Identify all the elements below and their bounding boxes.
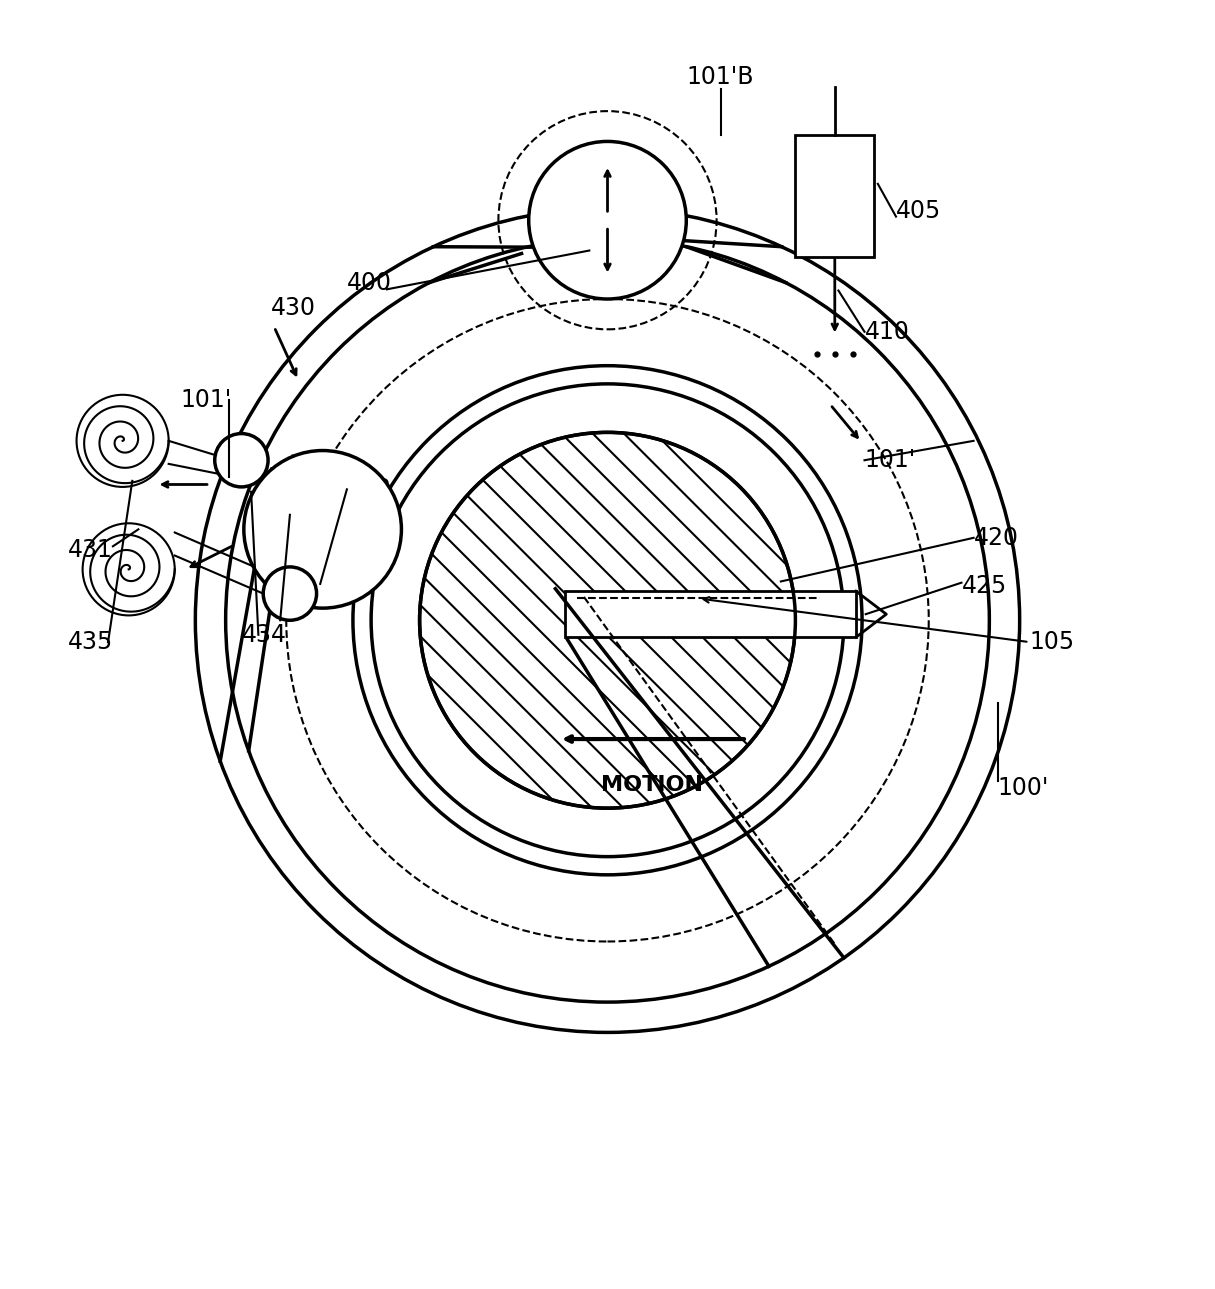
- Circle shape: [264, 567, 317, 620]
- Text: 425: 425: [961, 575, 1007, 598]
- Circle shape: [244, 451, 401, 608]
- Text: MOTION: MOTION: [601, 775, 703, 795]
- Text: 105: 105: [1029, 630, 1074, 654]
- Text: 434: 434: [242, 623, 287, 647]
- Text: 400: 400: [346, 271, 392, 295]
- Circle shape: [215, 433, 269, 487]
- Text: 101': 101': [865, 449, 916, 472]
- Text: 405: 405: [895, 199, 942, 223]
- Text: 433: 433: [254, 509, 299, 532]
- Text: 420: 420: [973, 526, 1018, 550]
- Bar: [796, 135, 874, 257]
- Text: 432: 432: [346, 477, 392, 501]
- Text: 101': 101': [181, 388, 232, 411]
- Text: 430: 430: [271, 295, 316, 320]
- Text: 410: 410: [865, 320, 909, 344]
- Text: 431: 431: [68, 538, 113, 562]
- Text: 435: 435: [68, 630, 113, 654]
- Text: 100': 100': [998, 776, 1050, 799]
- Circle shape: [419, 432, 796, 808]
- Circle shape: [529, 142, 686, 299]
- Text: 101'B: 101'B: [686, 66, 753, 89]
- Bar: [565, 592, 857, 637]
